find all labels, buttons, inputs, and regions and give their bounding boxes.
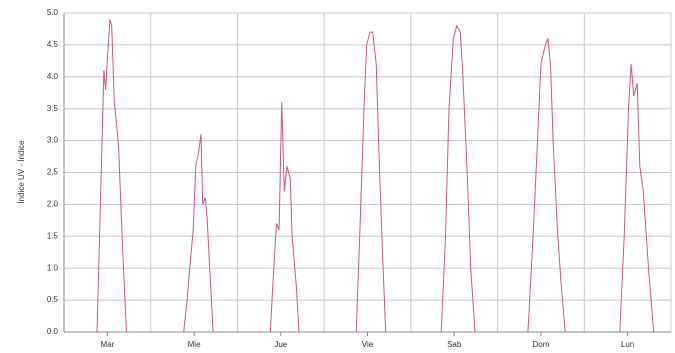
x-tick-label: Mar [100,340,114,349]
y-tick-label: 1.0 [47,263,59,272]
uv-line [96,19,655,333]
y-tick-label: 4.5 [47,40,59,49]
x-tick-label: Mie [188,340,201,349]
x-tick-label: Jue [274,340,287,349]
y-tick-label: 2.5 [47,168,59,177]
y-tick-label: 3.5 [47,104,59,113]
y-tick-label: 0.5 [47,295,59,304]
y-tick-label: 0.0 [47,327,59,336]
y-tick-label: 5.0 [47,8,59,17]
y-axis-label: Índice UV - Índice [17,140,26,204]
y-tick-label: 3.0 [47,136,59,145]
x-tick-label: Vie [362,340,374,349]
x-tick-label: Dom [532,340,549,349]
y-tick-label: 1.5 [47,231,59,240]
x-tick-label: Sab [447,340,462,349]
y-tick-label: 4.0 [47,72,59,81]
y-tick-label: 2.0 [47,200,59,209]
x-tick-label: Lun [621,340,634,349]
